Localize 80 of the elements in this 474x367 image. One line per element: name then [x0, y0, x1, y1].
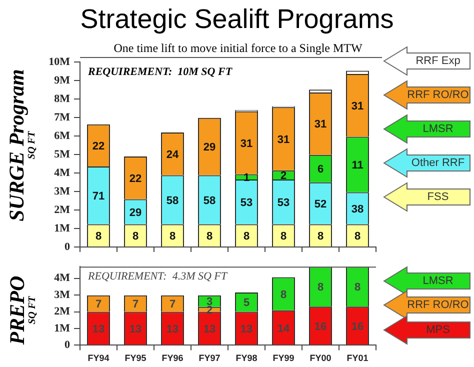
annotation: 53 — [240, 196, 253, 209]
text: LMSR — [422, 274, 454, 289]
annotation: 31 — [277, 134, 290, 146]
x-tick-label: FY97 — [198, 353, 220, 364]
x-tick-label: FY96 — [162, 353, 184, 364]
text: Other RRF — [410, 156, 466, 171]
y-tick-label: 0 — [64, 240, 70, 253]
text: FSS — [426, 190, 450, 205]
y-tick-label: 4M — [54, 272, 71, 284]
annotation: 29 — [129, 206, 142, 219]
annotation: 24 — [166, 148, 180, 161]
annotation: 16 — [314, 320, 327, 333]
annotation: 8 — [169, 230, 176, 243]
y-tick-label: 1M — [54, 322, 71, 334]
y-tick-label: 1M — [54, 222, 71, 234]
y-tick-label: 6M — [54, 130, 71, 142]
y-tick-label: 4M — [54, 166, 71, 179]
annotation: 31 — [240, 138, 253, 150]
annotation: 13 — [92, 324, 105, 336]
y-tick-label: 0 — [64, 339, 70, 352]
y-tick-label: 2M — [54, 306, 71, 318]
y-tick-label: 3M — [54, 185, 71, 198]
annotation: 38 — [351, 203, 364, 216]
text: RRF RO/RO — [407, 88, 469, 103]
annotation: 14 — [277, 322, 290, 335]
annotation: 13 — [203, 324, 216, 336]
y-tick-label: 9M — [54, 74, 71, 86]
text: MPS — [425, 322, 451, 338]
annotation: 22 — [129, 172, 142, 185]
x-tick-label: FY95 — [124, 353, 146, 364]
annotation: 13 — [129, 324, 142, 336]
y-tick-label: 3M — [54, 288, 71, 301]
text: LMSR — [422, 122, 454, 137]
annotation: 8 — [354, 282, 361, 294]
annotation: REQUIREMENT: 10M SQ FT — [87, 66, 234, 78]
annotation: 71 — [92, 190, 105, 202]
annotation: 7 — [132, 298, 139, 311]
annotation: 2 — [280, 170, 287, 182]
annotation: 5 — [243, 297, 250, 310]
annotation: 8 — [354, 230, 361, 243]
annotation: 11 — [352, 160, 364, 172]
text: RRF RO/RO — [407, 298, 469, 314]
annotation: 58 — [203, 194, 216, 207]
annotation: 6 — [317, 164, 324, 176]
annotation: 8 — [317, 230, 324, 243]
annotation: 13 — [240, 324, 253, 336]
x-tick-label: FY99 — [272, 353, 294, 364]
annotation: 58 — [166, 194, 179, 207]
y-tick-label: 7M — [54, 111, 71, 124]
y-tick-label: 2M — [54, 204, 71, 216]
annotation: 31 — [314, 118, 327, 131]
annotation: 52 — [314, 198, 327, 210]
x-tick-label: FY01 — [346, 353, 368, 364]
annotation: 16 — [351, 320, 364, 333]
annotation: REQUIREMENT: 4.3M SQ FT — [87, 270, 228, 283]
annotation: 8 — [95, 230, 102, 243]
annotation: 8 — [280, 288, 287, 301]
x-tick-label: FY94 — [88, 353, 110, 364]
annotation: 8 — [132, 230, 139, 243]
annotation: 8 — [206, 230, 213, 243]
annotation: 8 — [317, 282, 324, 294]
x-tick-label: FY98 — [236, 353, 258, 364]
y-axis-title: PREPO SQ FT — [4, 274, 38, 347]
chart-title: Strategic Sealift Programs — [79, 4, 395, 35]
annotation: 7 — [169, 298, 176, 311]
y-tick-label: 8M — [54, 92, 71, 105]
y-tick-label: 10M — [48, 56, 71, 68]
annotation: 7 — [95, 298, 102, 311]
y-axis-title: SURGE Program SQ FT — [4, 68, 38, 224]
annotation: 53 — [277, 196, 290, 209]
text: RRF Exp — [414, 54, 462, 69]
annotation: 22 — [92, 140, 105, 152]
y-tick-label: 5M — [54, 148, 71, 160]
x-tick-label: FY00 — [310, 353, 332, 364]
annotation: 31 — [351, 100, 364, 112]
annotation: 29 — [203, 142, 216, 154]
annotation: 13 — [166, 324, 179, 336]
annotation: 8 — [280, 230, 287, 243]
annotation: 8 — [243, 230, 250, 243]
text: One time lift to move initial force to a Single MTW — [114, 41, 363, 55]
